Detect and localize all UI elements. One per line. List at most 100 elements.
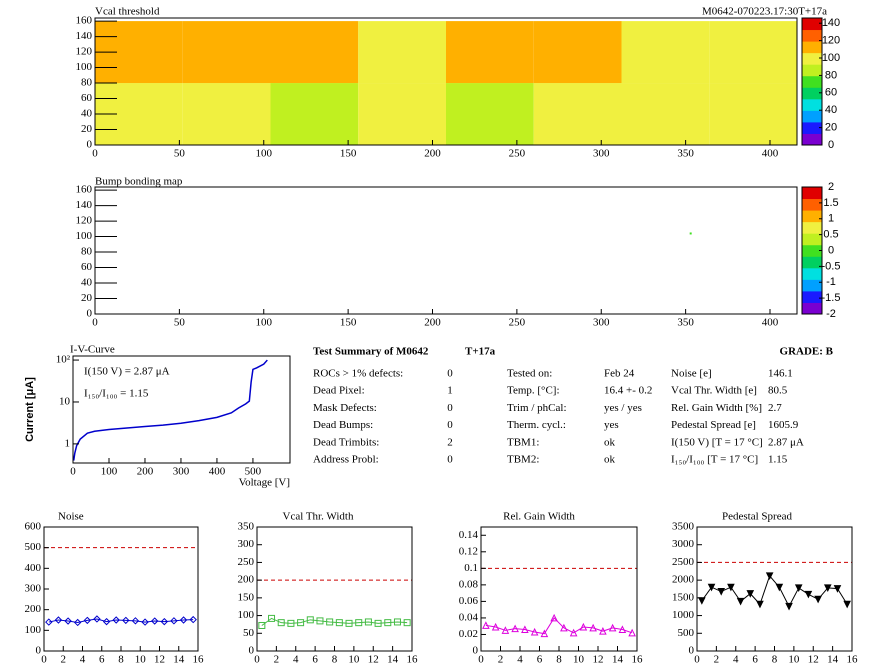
summary-value: 2 [447,436,453,448]
y-tick-label: 60 [81,92,93,104]
colorbar-label: -1 [826,276,836,288]
y-tick-label: 250 [238,556,255,568]
summary-key: Dead Bumps: [313,419,373,431]
y-tick-label: 10 [59,396,71,408]
marker [64,617,72,625]
colorbar-band [802,244,822,257]
summary-title: Test Summary of M0642 [313,346,429,358]
summary-key: Dead Pixel: [313,385,365,397]
summary-key: TBM2: [507,454,539,466]
chart-title: Vcal Thr. Width [283,511,354,523]
marker [384,619,392,627]
summary-value: 1.15 [768,454,788,466]
y-tick-label: 100 [25,624,42,636]
marker [297,619,305,627]
x-tick-label: 150 [340,317,357,329]
colorbar-band [802,221,822,234]
summary-value: 1 [447,385,453,397]
y-tick-label: 3500 [672,521,695,533]
summary-key: Temp. [°C]: [507,385,560,397]
summary-grade: GRADE: B [780,346,834,358]
summary-key: Rel. Gain Width [%] [671,402,762,414]
summary-key: Trim / phCal: [507,402,567,414]
marker [608,623,617,632]
chart-title: Pedestal Spread [722,511,792,523]
data-line [261,617,408,626]
y-tick-label: 80 [81,246,93,258]
marker [804,590,813,599]
x-tick-label: 0 [70,466,76,478]
x-tick-label: 14 [173,654,185,666]
x-tick-label: 2 [714,654,720,666]
x-tick-label: 200 [424,148,441,160]
x-tick-label: 6 [312,654,318,666]
annotation: I₁₅₀/I₁₀₀ = 1.15 [84,388,149,400]
heatmap-cell [358,83,446,145]
y-tick-label: 1500 [672,591,695,603]
plot-frame [94,17,798,146]
summary-key: Noise [e] [671,368,712,380]
x-tick-label: 12 [154,654,165,666]
colorbar-band [802,279,822,292]
heatmap-cell [358,21,446,84]
x-tick-label: 100 [101,466,118,478]
colorbar-band [802,256,822,269]
colorbar-label: 1 [828,213,834,225]
summary-value: 2.7 [768,402,782,414]
y-tick-label: 1 [65,437,71,449]
summary-key: I(150 V) [T = 17 °C] [671,436,763,448]
marker [393,618,401,626]
marker [491,622,500,631]
x-tick-label: 16 [847,654,859,666]
x-tick-label: 12 [368,654,379,666]
colorbar-label: 0 [828,244,834,256]
colorbar-label: 80 [825,69,837,81]
y-tick-label: 0 [87,139,93,151]
y-tick-label: 160 [76,15,93,27]
x-tick-label: 200 [424,317,441,329]
marker [823,584,832,593]
y-tick-label: 120 [76,215,93,227]
x-tick-label: 400 [209,466,226,478]
colorbar-band [802,98,822,111]
colorbar-label: 140 [822,17,840,29]
colorbar-label: 120 [822,35,840,47]
colorbar-band [802,302,822,315]
marker [122,616,130,625]
marker [540,629,549,638]
heatmap-cell [533,21,622,84]
marker [717,587,726,596]
heatmap-cell [621,21,710,84]
marker [189,615,197,624]
y-tick-label: 80 [81,77,93,89]
heatmap-cell [533,83,622,145]
marker [258,621,266,629]
x-tick-label: 0 [92,148,98,160]
summary-value: ok [604,436,616,448]
colorbar-band [802,29,822,42]
x-tick-label: 16 [407,654,419,666]
marker [287,619,295,627]
marker [727,583,735,592]
y-tick-label: 150 [238,591,255,603]
colorbar-band [802,64,822,77]
y-tick-label: 0 [689,645,695,657]
y-tick-label: 1000 [672,609,695,621]
marker [170,617,178,625]
y-tick-label: 500 [25,541,42,553]
chart-title: Rel. Gain Width [503,511,575,523]
summary-key: ROCs > 1% defects: [313,368,403,380]
marker [569,628,578,637]
summary-value: 0 [447,368,453,380]
marker [93,615,101,623]
x-tick-label: 8 [332,654,338,666]
colorbar-band [802,52,822,65]
chart-title: Bump bonding map [95,176,183,188]
marker [374,619,382,627]
colorbar-band [802,87,822,100]
summary-value: 1605.9 [768,419,799,431]
summary-value: 80.5 [768,385,788,397]
y-tick-label: 0 [36,645,42,657]
marker [73,618,82,627]
x-tick-label: 300 [173,466,190,478]
